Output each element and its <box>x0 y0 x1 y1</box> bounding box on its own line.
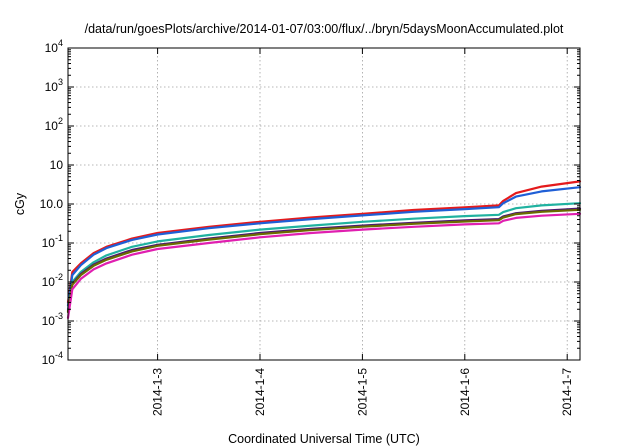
y-tick-label-exponent: -3 <box>55 311 63 321</box>
series-line-6 <box>66 212 582 319</box>
y-tick-label: 102 <box>45 116 63 133</box>
series-line-5 <box>66 208 582 314</box>
y-tick-label: 103 <box>45 77 63 94</box>
y-tick-label-base: 10 <box>42 275 56 289</box>
y-tick-label: 10-3 <box>42 311 63 328</box>
x-axis-label: Coordinated Universal Time (UTC) <box>228 432 420 446</box>
y-tick-label-base: 10 <box>45 119 59 133</box>
y-tick-label: 10 <box>50 158 64 172</box>
y-tick-label-base: 10 <box>45 41 59 55</box>
y-axis-label: cGy <box>13 192 27 215</box>
y-tick-label: 10-2 <box>42 272 63 289</box>
x-tick-label: 2014-1-4 <box>253 368 267 416</box>
y-tick-label: 10-4 <box>42 350 63 367</box>
x-tick-label: 2014-1-3 <box>151 368 165 416</box>
y-tick-label-exponent: -2 <box>55 272 63 282</box>
x-tick-label: 2014-1-6 <box>458 368 472 416</box>
y-tick-label-base: 10 <box>42 353 56 367</box>
series-layer <box>66 180 582 319</box>
y-tick-label: 104 <box>45 38 63 55</box>
y-tick-label-exponent: 2 <box>58 116 63 126</box>
y-tick-label: 10.0 <box>40 197 64 211</box>
chart-title: /data/run/goesPlots/archive/2014-01-07/0… <box>85 22 564 36</box>
y-tick-label-exponent: 4 <box>58 38 63 48</box>
y-tick-label-exponent: -1 <box>55 233 63 243</box>
series-line-2 <box>66 186 582 307</box>
y-tick-label-base: 10 <box>42 236 56 250</box>
y-tick-label: 10-1 <box>42 233 63 250</box>
x-tick-label: 2014-1-7 <box>560 368 574 416</box>
y-tick-label-exponent: -4 <box>55 350 63 360</box>
axis-ticks <box>68 47 580 361</box>
y-tick-label-base: 10 <box>45 80 59 94</box>
y-tick-label-base: 10 <box>42 314 56 328</box>
series-line-1 <box>66 180 582 304</box>
x-tick-labels: 2014-1-3 2014-1-4 2014-1-5 2014-1-6 2014-1-7 <box>151 368 575 416</box>
y-tick-label-exponent: 3 <box>58 77 63 87</box>
series-line-3 <box>66 202 582 311</box>
x-tick-label: 2014-1-5 <box>355 368 369 416</box>
